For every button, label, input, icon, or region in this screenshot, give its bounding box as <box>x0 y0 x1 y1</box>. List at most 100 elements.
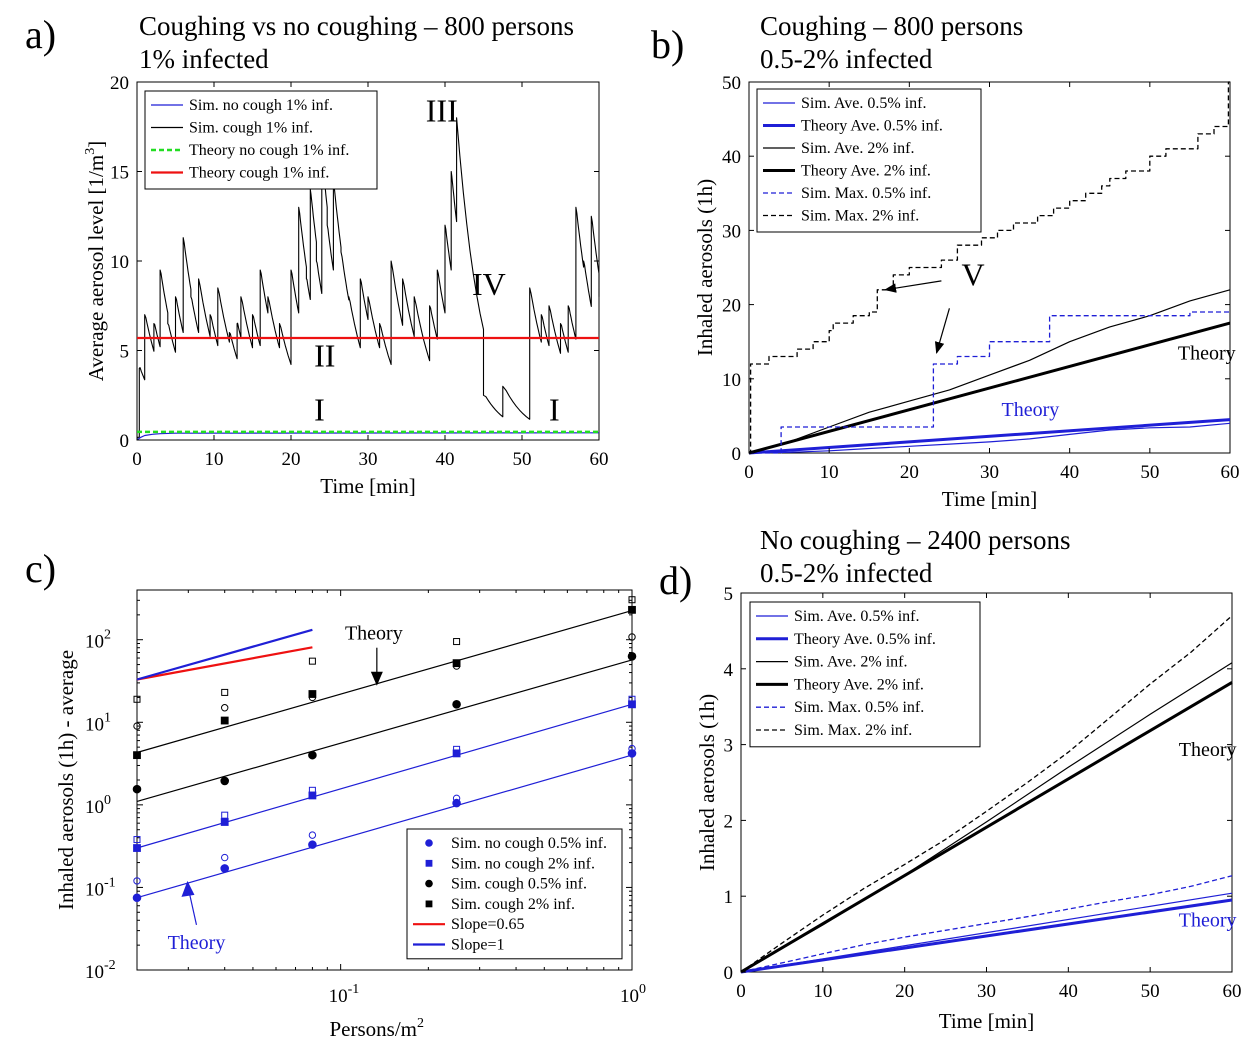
y-tick-label: 0 <box>120 431 130 452</box>
legend-entry-label: Sim. Ave. 2% inf. <box>801 140 914 157</box>
y-tick-label: 100 <box>85 793 111 818</box>
x-tick-label: 100 <box>620 982 646 1007</box>
legend-entry-label: Sim. cough 0.5% inf. <box>451 876 587 893</box>
legend-entry-label: Sim. cough 1% inf. <box>189 120 313 137</box>
x-tick-label: 20 <box>900 462 919 483</box>
y-tick-label: 0 <box>732 444 742 465</box>
panel-a: a) Coughing vs no coughing – 800 persons1… <box>25 11 609 498</box>
chart-title-line: 0.5-2% infected <box>760 558 933 588</box>
data-point <box>453 745 461 753</box>
theory-line <box>136 610 633 754</box>
x-tick-label: 30 <box>977 981 996 1002</box>
y-tick-label: 20 <box>110 73 129 94</box>
panel-label-c: c) <box>25 546 56 591</box>
series-line <box>748 321 1231 455</box>
legend-box <box>406 828 623 960</box>
data-point <box>628 744 636 753</box>
legend-entry-label: Sim. Max. 0.5% inf. <box>801 185 931 202</box>
panel-label-d: d) <box>659 558 692 603</box>
legend-entry-label: Sim. no cough 2% inf. <box>451 855 595 872</box>
data-point <box>628 700 636 709</box>
data-point <box>452 700 461 709</box>
data-point <box>133 722 141 730</box>
x-tick-label: 40 <box>436 449 455 470</box>
annotation-roman: II <box>314 338 335 374</box>
data-point <box>308 840 317 849</box>
data-point <box>452 749 461 758</box>
x-axis-label: Time [min] <box>320 474 415 498</box>
data-point <box>133 836 141 844</box>
legend-entry-label: Theory no cough 1% inf. <box>189 142 349 159</box>
arrow-v-2 <box>934 308 950 354</box>
legend-entry-label: Sim. no cough 1% inf. <box>189 97 333 114</box>
chart-title-line: No coughing – 2400 persons <box>760 525 1070 555</box>
legend-box <box>756 88 982 233</box>
chart-title-line: 0.5-2% infected <box>760 44 933 74</box>
legend-entry-label: Sim. cough 2% inf. <box>451 896 575 913</box>
legend-entry-label: Slope=1 <box>451 937 504 954</box>
data-point <box>133 695 141 703</box>
slope-line <box>136 646 313 681</box>
x-axis-label: Time [min] <box>942 487 1037 511</box>
legend-swatch <box>425 900 433 908</box>
x-tick-label: 40 <box>1060 462 1079 483</box>
slope-line <box>136 628 313 681</box>
chart-title-line: Coughing vs no coughing – 800 persons <box>139 11 574 41</box>
series-line <box>740 875 1233 973</box>
legend-entry-label: Sim. Max. 0.5% inf. <box>794 699 924 716</box>
data-point <box>627 651 637 661</box>
y-tick-label: 50 <box>722 73 741 94</box>
annotation-roman: V <box>961 256 984 292</box>
legend-box <box>144 90 378 190</box>
x-tick-label: 10 <box>813 981 832 1002</box>
y-tick-label: 5 <box>724 584 734 605</box>
legend-entry-label: Slope=0.65 <box>451 916 524 933</box>
x-tick-label: 20 <box>895 981 914 1002</box>
x-tick-label: 40 <box>1059 981 1078 1002</box>
chart-title-line: 1% infected <box>139 44 269 74</box>
data-point <box>628 605 636 614</box>
series-line <box>740 662 1233 973</box>
y-tick-label: 20 <box>722 296 741 317</box>
data-point <box>308 791 317 800</box>
legend-box <box>749 601 981 748</box>
x-tick-label: 60 <box>590 449 609 470</box>
x-tick-label: 0 <box>744 462 754 483</box>
x-tick-label: 50 <box>1141 981 1160 1002</box>
legend-entry-label: Sim. Ave. 0.5% inf. <box>794 608 919 625</box>
series-line <box>749 81 1230 454</box>
y-tick-label: 30 <box>722 221 741 242</box>
y-axis-label: Inhaled aerosols (1h) - average <box>54 650 78 910</box>
legend-entry-label: Sim. Max. 2% inf. <box>801 208 919 225</box>
data-point <box>452 794 461 803</box>
annotation-theory: Theory <box>345 623 403 645</box>
x-tick-label: 0 <box>132 449 142 470</box>
legend-entry-label: Sim. Ave. 2% inf. <box>794 654 907 671</box>
panel-label-a: a) <box>25 12 56 57</box>
legend-entry-label: Theory Ave. 2% inf. <box>801 163 931 180</box>
data-point <box>628 633 636 641</box>
theory-line <box>136 659 633 802</box>
data-point <box>628 695 636 703</box>
data-point <box>221 688 229 696</box>
data-point <box>628 596 636 604</box>
data-point <box>221 811 229 819</box>
y-axis-label: Inhaled aerosols (1h) <box>693 179 717 356</box>
y-axis-label: Average aerosol level [1/m3] <box>83 141 108 381</box>
x-tick-label: 60 <box>1223 981 1242 1002</box>
legend-entry-label: Sim. no cough 0.5% inf. <box>451 835 607 852</box>
x-tick-label: 30 <box>359 449 378 470</box>
annotation-roman: IV <box>472 266 506 302</box>
annotation-theory: Theory <box>1178 343 1236 365</box>
data-point <box>452 659 461 668</box>
series-line <box>740 892 1233 973</box>
legend-entry-label: Theory Ave. 0.5% inf. <box>794 631 936 648</box>
theory-line <box>136 703 633 849</box>
y-tick-label: 2 <box>724 811 734 832</box>
legend-swatch <box>425 859 433 867</box>
y-tick-label: 4 <box>724 660 734 681</box>
arrowhead-blue <box>181 880 195 897</box>
data-point <box>308 690 317 698</box>
